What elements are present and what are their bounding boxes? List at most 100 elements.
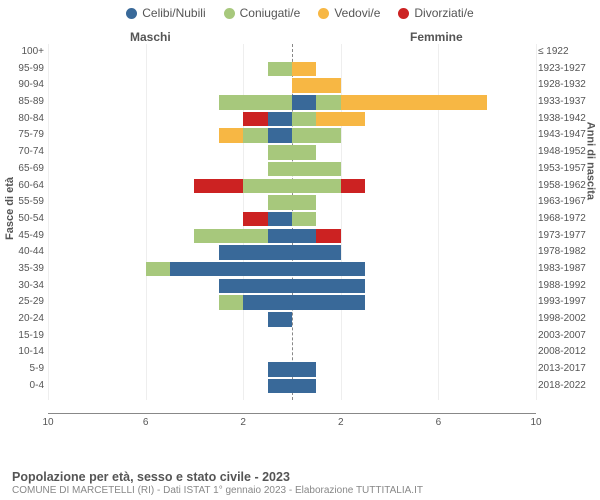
birth-label: 1983-1987 — [538, 263, 592, 274]
bar-area — [48, 212, 536, 227]
legend-label: Celibi/Nubili — [142, 6, 205, 20]
bar-area — [48, 179, 536, 194]
age-row: 50-541968-1972 — [48, 211, 536, 228]
age-label: 60-64 — [4, 180, 44, 191]
bar-seg-f-ved — [316, 112, 365, 127]
bar-seg-f-con — [292, 112, 316, 127]
birth-label: 1993-1997 — [538, 296, 592, 307]
swatch-icon — [318, 8, 329, 19]
birth-label: 1963-1967 — [538, 196, 592, 207]
swatch-icon — [126, 8, 137, 19]
bar-area — [48, 295, 536, 310]
birth-label: 1958-1962 — [538, 180, 592, 191]
bar-area — [48, 112, 536, 127]
bar-area — [48, 245, 536, 260]
footer-sub: COMUNE DI MARCETELLI (RI) - Dati ISTAT 1… — [12, 485, 423, 496]
bar-area — [48, 262, 536, 277]
bar-seg-m-cel — [268, 379, 292, 394]
bar-seg-f-div — [341, 179, 365, 194]
bar-seg-f-cel — [292, 95, 316, 110]
bar-area — [48, 45, 536, 60]
bar-seg-f-con — [292, 145, 316, 160]
legend: Celibi/Nubili Coniugati/e Vedovi/e Divorzia… — [0, 0, 600, 20]
bar-seg-m-con — [194, 229, 267, 244]
bar-area — [48, 162, 536, 177]
bar-seg-m-cel — [219, 279, 292, 294]
age-row: 100+≤ 1922 — [48, 44, 536, 61]
age-row: 45-491973-1977 — [48, 228, 536, 245]
birth-label: 1938-1942 — [538, 113, 592, 124]
birth-label: 1973-1977 — [538, 230, 592, 241]
bar-seg-f-con — [292, 128, 341, 143]
age-label: 15-19 — [4, 330, 44, 341]
age-label: 30-34 — [4, 280, 44, 291]
bar-seg-f-cel — [292, 229, 316, 244]
bar-seg-m-con — [268, 145, 292, 160]
bar-seg-m-ved — [219, 128, 243, 143]
footer-title: Popolazione per età, sesso e stato civil… — [12, 470, 423, 484]
age-label: 50-54 — [4, 213, 44, 224]
bar-seg-m-con — [243, 128, 267, 143]
birth-label: 1928-1932 — [538, 79, 592, 90]
legend-item: Celibi/Nubili — [126, 6, 205, 20]
bar-area — [48, 329, 536, 344]
bar-seg-f-con — [292, 179, 341, 194]
bar-seg-f-con — [292, 162, 341, 177]
birth-label: 1923-1927 — [538, 63, 592, 74]
bar-area — [48, 78, 536, 93]
age-row: 90-941928-1932 — [48, 77, 536, 94]
age-row: 20-241998-2002 — [48, 311, 536, 328]
age-label: 55-59 — [4, 196, 44, 207]
age-label: 80-84 — [4, 113, 44, 124]
age-label: 100+ — [4, 46, 44, 57]
bar-seg-f-cel — [292, 262, 365, 277]
bar-area — [48, 62, 536, 77]
age-row: 40-441978-1982 — [48, 244, 536, 261]
bar-seg-f-cel — [292, 279, 365, 294]
bar-seg-m-cel — [268, 212, 292, 227]
bar-seg-m-cel — [268, 229, 292, 244]
legend-label: Coniugati/e — [240, 6, 301, 20]
bar-seg-m-con — [146, 262, 170, 277]
age-row: 0-42018-2022 — [48, 378, 536, 395]
age-row: 10-142008-2012 — [48, 344, 536, 361]
age-label: 95-99 — [4, 63, 44, 74]
x-tick-label: 2 — [240, 417, 246, 428]
footer: Popolazione per età, sesso e stato civil… — [12, 470, 423, 496]
swatch-icon — [398, 8, 409, 19]
bar-seg-f-cel — [292, 362, 316, 377]
swatch-icon — [224, 8, 235, 19]
bar-seg-m-cel — [243, 295, 292, 310]
bar-area — [48, 379, 536, 394]
legend-item: Divorziati/e — [398, 6, 473, 20]
birth-label: ≤ 1922 — [538, 46, 592, 57]
bar-seg-f-cel — [292, 245, 341, 260]
x-tick-label: 10 — [42, 417, 53, 428]
age-label: 85-89 — [4, 96, 44, 107]
age-row: 15-192003-2007 — [48, 328, 536, 345]
bar-seg-f-con — [316, 95, 340, 110]
bar-seg-m-cel — [170, 262, 292, 277]
age-label: 5-9 — [4, 363, 44, 374]
age-row: 70-741948-1952 — [48, 144, 536, 161]
age-label: 70-74 — [4, 146, 44, 157]
age-row: 55-591963-1967 — [48, 194, 536, 211]
bar-area — [48, 279, 536, 294]
x-tick-label: 6 — [436, 417, 442, 428]
bar-area — [48, 145, 536, 160]
age-label: 0-4 — [4, 380, 44, 391]
x-tick-label: 6 — [143, 417, 149, 428]
bar-seg-f-cel — [292, 379, 316, 394]
bar-seg-m-con — [219, 295, 243, 310]
age-row: 60-641958-1962 — [48, 178, 536, 195]
legend-label: Vedovi/e — [334, 6, 380, 20]
bar-seg-m-div — [243, 112, 267, 127]
bar-area — [48, 95, 536, 110]
age-row: 95-991923-1927 — [48, 61, 536, 78]
age-label: 10-14 — [4, 346, 44, 357]
age-label: 65-69 — [4, 163, 44, 174]
x-tick-label: 2 — [338, 417, 344, 428]
x-tick-label: 10 — [530, 417, 541, 428]
bar-seg-m-con — [268, 62, 292, 77]
bar-seg-f-con — [292, 195, 316, 210]
